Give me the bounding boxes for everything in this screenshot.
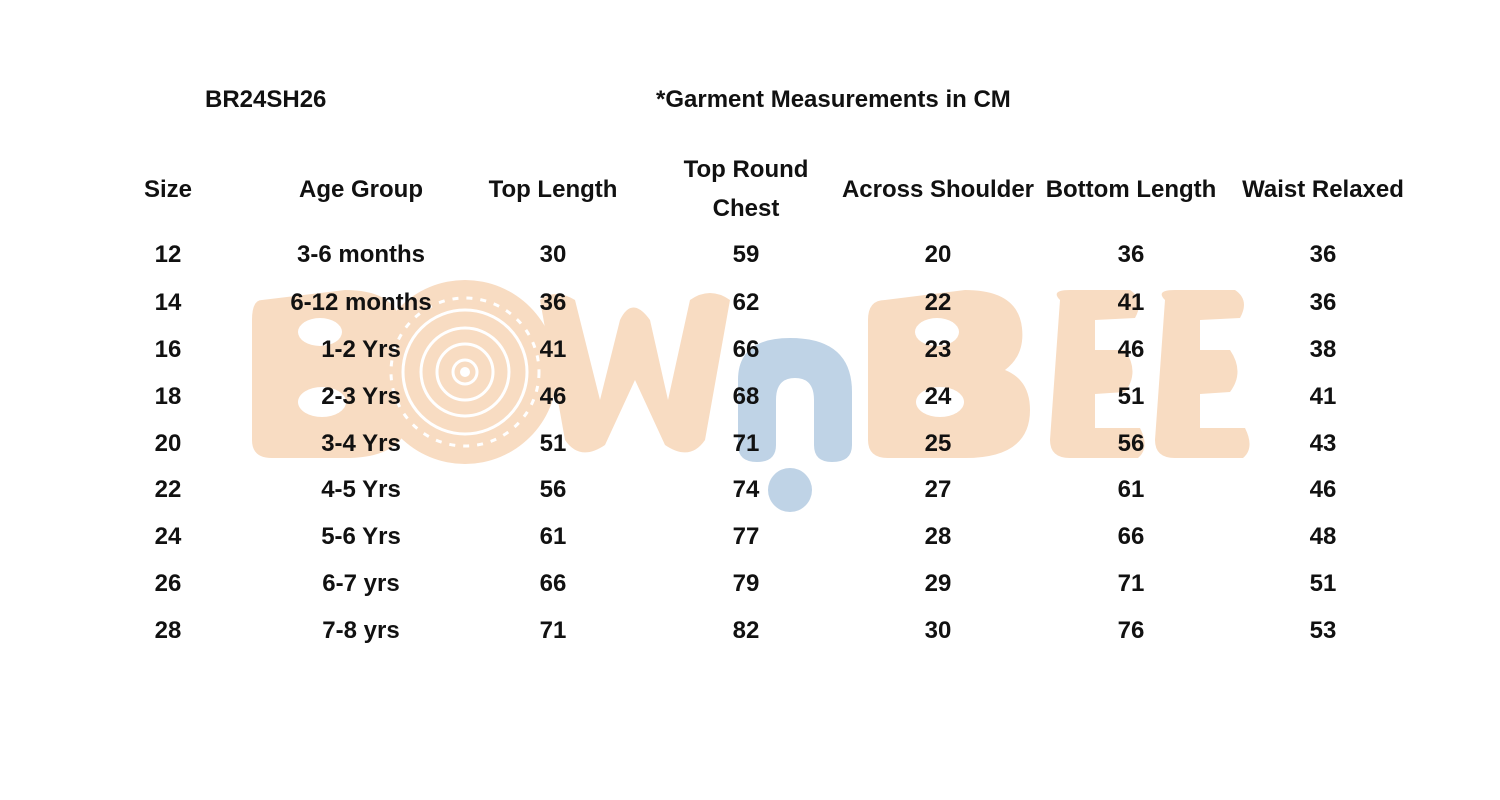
table-cell: 51 bbox=[539, 430, 567, 457]
table-cell: 12 bbox=[154, 241, 182, 268]
table-cell: 62 bbox=[732, 289, 760, 316]
table-cell: 38 bbox=[1309, 336, 1337, 363]
table-cell: 23 bbox=[924, 336, 952, 363]
table-cell: 59 bbox=[732, 241, 760, 268]
table-cell: 6-7 yrs bbox=[322, 570, 400, 597]
table-cell: 22 bbox=[924, 289, 952, 316]
table-cell: 79 bbox=[732, 570, 760, 597]
table-cell: 30 bbox=[539, 241, 567, 268]
table-cell: 66 bbox=[732, 336, 760, 363]
table-cell: 16 bbox=[154, 336, 182, 363]
table-cell: 56 bbox=[1117, 430, 1145, 457]
table-cell: 28 bbox=[924, 523, 952, 550]
table-cell: 36 bbox=[1309, 289, 1337, 316]
table-cell: 66 bbox=[539, 570, 567, 597]
table-cell: 14 bbox=[154, 289, 182, 316]
table-cell: 66 bbox=[1117, 523, 1145, 550]
table-cell: 25 bbox=[924, 430, 952, 457]
table-cell: 30 bbox=[924, 617, 952, 644]
table-cell: 6-12 months bbox=[290, 289, 432, 316]
table-cell: 51 bbox=[1117, 383, 1145, 410]
table-cell: 20 bbox=[154, 430, 182, 457]
table-cell: 22 bbox=[154, 476, 182, 503]
table-cell: 82 bbox=[732, 617, 760, 644]
table-cell: 71 bbox=[539, 617, 567, 644]
table-cell: 68 bbox=[732, 383, 760, 410]
table-cell: 26 bbox=[154, 570, 182, 597]
table-cell: 46 bbox=[1117, 336, 1145, 363]
table-cell: 51 bbox=[1309, 570, 1337, 597]
table-cell: 1-2 Yrs bbox=[321, 336, 401, 363]
table-cell: 56 bbox=[539, 476, 567, 503]
column-header: Waist Relaxed bbox=[1242, 175, 1404, 203]
column-header: Bottom Length bbox=[1045, 175, 1217, 203]
table-cell: 76 bbox=[1117, 617, 1145, 644]
table-cell: 46 bbox=[539, 383, 567, 410]
table-cell: 18 bbox=[154, 383, 182, 410]
table-cell: 41 bbox=[539, 336, 567, 363]
table-cell: 77 bbox=[732, 523, 760, 550]
table-cell: 20 bbox=[924, 241, 952, 268]
table-cell: 48 bbox=[1309, 523, 1337, 550]
table-cell: 7-8 yrs bbox=[322, 617, 400, 644]
table-cell: 71 bbox=[1117, 570, 1145, 597]
table-cell: 24 bbox=[924, 383, 952, 410]
column-header: Size bbox=[143, 175, 193, 203]
table-cell: 53 bbox=[1309, 617, 1337, 644]
measurement-unit-note: *Garment Measurements in CM bbox=[656, 86, 1011, 113]
table-cell: 2-3 Yrs bbox=[321, 383, 401, 410]
table-cell: 41 bbox=[1117, 289, 1145, 316]
table-cell: 36 bbox=[1117, 241, 1145, 268]
table-cell: 43 bbox=[1309, 430, 1337, 457]
table-cell: 61 bbox=[539, 523, 567, 550]
table-cell: 3-6 months bbox=[296, 241, 426, 268]
table-cell: 41 bbox=[1309, 383, 1337, 410]
table-cell: 27 bbox=[924, 476, 952, 503]
column-header: Top Length bbox=[488, 175, 618, 203]
table-cell: 74 bbox=[732, 476, 760, 503]
table-cell: 71 bbox=[732, 430, 760, 457]
style-code: BR24SH26 bbox=[205, 86, 327, 113]
table-cell: 36 bbox=[539, 289, 567, 316]
table-cell: 46 bbox=[1309, 476, 1337, 503]
column-header: Top Round Chest bbox=[683, 156, 809, 222]
table-cell: 61 bbox=[1117, 476, 1145, 503]
table-cell: 3-4 Yrs bbox=[321, 430, 401, 457]
table-cell: 5-6 Yrs bbox=[321, 523, 401, 550]
table-cell: 24 bbox=[154, 523, 182, 550]
table-cell: 28 bbox=[154, 617, 182, 644]
column-header: Across Shoulder bbox=[841, 175, 1035, 203]
column-header: Age Group bbox=[299, 175, 423, 203]
table-cell: 4-5 Yrs bbox=[321, 476, 401, 503]
table-cell: 29 bbox=[924, 570, 952, 597]
table-cell: 36 bbox=[1309, 241, 1337, 268]
